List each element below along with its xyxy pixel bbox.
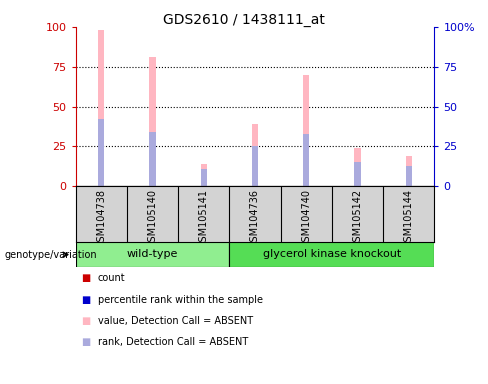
Text: GSM105142: GSM105142 bbox=[352, 189, 363, 248]
Text: GSM105141: GSM105141 bbox=[199, 189, 209, 248]
Text: percentile rank within the sample: percentile rank within the sample bbox=[98, 295, 263, 305]
Text: rank, Detection Call = ABSENT: rank, Detection Call = ABSENT bbox=[98, 337, 248, 347]
Bar bbox=[201, 169, 207, 186]
Bar bbox=[354, 148, 361, 186]
Text: count: count bbox=[98, 273, 125, 283]
Bar bbox=[252, 124, 258, 186]
FancyBboxPatch shape bbox=[229, 242, 434, 267]
FancyBboxPatch shape bbox=[76, 242, 229, 267]
Text: GSM104736: GSM104736 bbox=[250, 189, 260, 248]
Bar bbox=[149, 132, 156, 186]
Text: GSM104738: GSM104738 bbox=[96, 189, 106, 248]
Bar bbox=[303, 134, 309, 186]
Text: GDS2610 / 1438111_at: GDS2610 / 1438111_at bbox=[163, 13, 325, 27]
Text: value, Detection Call = ABSENT: value, Detection Call = ABSENT bbox=[98, 316, 253, 326]
Text: ■: ■ bbox=[81, 316, 90, 326]
Text: genotype/variation: genotype/variation bbox=[5, 250, 98, 260]
Text: GSM105144: GSM105144 bbox=[404, 189, 414, 248]
Text: ■: ■ bbox=[81, 337, 90, 347]
Text: GSM104740: GSM104740 bbox=[301, 189, 311, 248]
Bar bbox=[303, 74, 309, 186]
Text: ■: ■ bbox=[81, 273, 90, 283]
Bar bbox=[252, 146, 258, 186]
Bar bbox=[354, 162, 361, 186]
Bar bbox=[98, 30, 104, 186]
Bar bbox=[98, 119, 104, 186]
Text: ■: ■ bbox=[81, 295, 90, 305]
Text: GSM105140: GSM105140 bbox=[147, 189, 158, 248]
Bar bbox=[201, 164, 207, 186]
Bar bbox=[406, 166, 412, 186]
Bar bbox=[406, 156, 412, 186]
Bar bbox=[149, 57, 156, 186]
Text: wild-type: wild-type bbox=[127, 249, 178, 260]
Text: glycerol kinase knockout: glycerol kinase knockout bbox=[263, 249, 401, 260]
